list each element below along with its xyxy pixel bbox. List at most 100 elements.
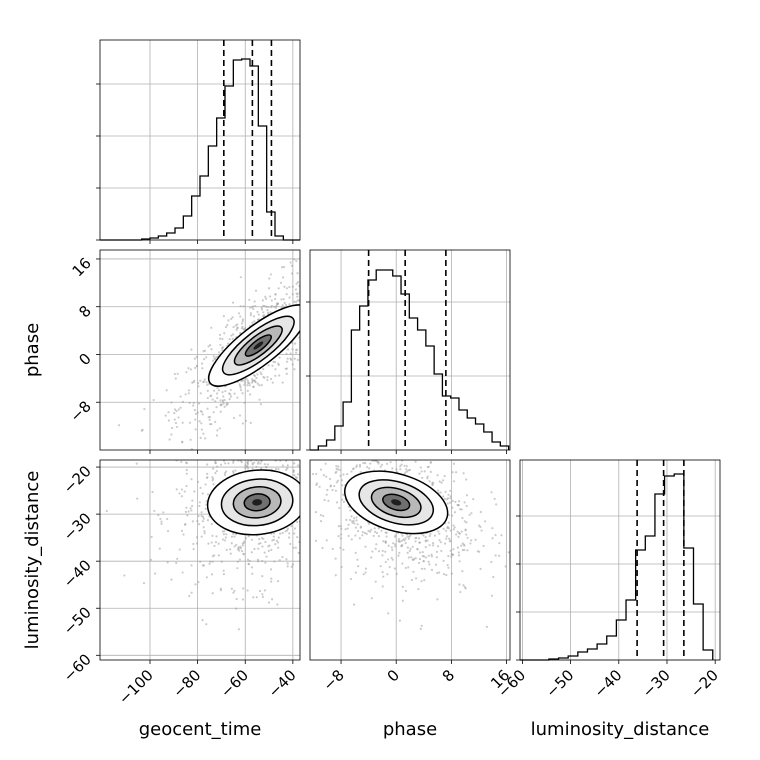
y-tick-label: 16 bbox=[69, 254, 95, 280]
sample-point bbox=[251, 444, 253, 446]
sample-point bbox=[337, 465, 340, 468]
sample-point bbox=[221, 400, 224, 403]
sample-point bbox=[479, 567, 482, 570]
sample-point bbox=[233, 451, 235, 453]
sample-point bbox=[347, 443, 349, 445]
sample-point bbox=[230, 542, 233, 545]
sample-point bbox=[447, 521, 450, 524]
sample-point bbox=[277, 468, 280, 471]
sample-point bbox=[340, 527, 343, 530]
sample-point bbox=[435, 550, 439, 553]
sample-point bbox=[252, 307, 255, 311]
sample-point bbox=[322, 514, 325, 518]
sample-point bbox=[271, 445, 273, 447]
sample-point bbox=[401, 585, 404, 589]
sample-point bbox=[227, 462, 230, 465]
sample-point bbox=[242, 457, 244, 459]
sample-point bbox=[385, 535, 388, 538]
sample-point bbox=[377, 434, 379, 436]
sample-point bbox=[346, 509, 348, 511]
sample-point bbox=[230, 535, 234, 538]
sample-point bbox=[431, 483, 434, 486]
sample-point bbox=[358, 433, 360, 435]
sample-point bbox=[465, 521, 468, 524]
sample-point bbox=[323, 471, 325, 473]
sample-point bbox=[294, 475, 297, 479]
sample-point bbox=[490, 594, 494, 597]
sample-point bbox=[404, 537, 407, 540]
sample-point bbox=[323, 545, 325, 547]
sample-point bbox=[200, 511, 203, 514]
histogram-step-geocent_time bbox=[100, 58, 300, 241]
sample-point bbox=[421, 418, 423, 420]
sample-point bbox=[236, 327, 239, 330]
sample-point bbox=[302, 334, 304, 336]
sample-point bbox=[265, 555, 268, 558]
sample-point bbox=[303, 285, 305, 287]
sample-point bbox=[339, 546, 342, 549]
sample-point bbox=[246, 589, 249, 592]
sample-point bbox=[429, 470, 432, 473]
sample-point bbox=[261, 559, 264, 563]
sample-point bbox=[319, 442, 321, 444]
sample-point bbox=[314, 475, 316, 477]
sample-point bbox=[322, 474, 325, 477]
sample-point bbox=[347, 338, 349, 340]
sample-point bbox=[361, 534, 364, 537]
sample-point bbox=[242, 305, 245, 308]
sample-point bbox=[185, 371, 188, 374]
sample-point bbox=[303, 323, 305, 325]
sample-point bbox=[261, 432, 263, 434]
sample-point bbox=[424, 539, 427, 542]
sample-point bbox=[298, 336, 300, 339]
sample-point bbox=[322, 422, 324, 424]
sample-point bbox=[361, 451, 363, 453]
sample-point bbox=[223, 539, 227, 542]
sample-point bbox=[363, 531, 367, 535]
sample-point bbox=[162, 511, 165, 514]
sample-point bbox=[214, 540, 218, 544]
sample-point bbox=[306, 482, 308, 484]
sample-point bbox=[211, 560, 214, 563]
sample-point bbox=[211, 359, 215, 362]
sample-point bbox=[187, 389, 191, 392]
sample-point bbox=[376, 428, 378, 430]
sample-point bbox=[302, 348, 304, 350]
sample-point bbox=[310, 314, 312, 316]
sample-point bbox=[196, 480, 200, 484]
sample-point bbox=[170, 578, 173, 581]
sample-point bbox=[388, 454, 390, 456]
sample-point bbox=[311, 472, 315, 476]
sample-point bbox=[219, 343, 222, 347]
sample-point bbox=[326, 322, 328, 324]
sample-point bbox=[226, 342, 230, 345]
sample-point bbox=[401, 562, 404, 565]
sample-point bbox=[311, 497, 313, 499]
sample-point bbox=[436, 474, 439, 477]
sample-point bbox=[377, 535, 381, 538]
sample-point bbox=[325, 431, 327, 433]
sample-point bbox=[316, 261, 318, 263]
sample-point bbox=[231, 470, 235, 473]
sample-point bbox=[366, 431, 368, 433]
sample-point bbox=[498, 542, 501, 545]
sample-point bbox=[263, 304, 266, 308]
sample-point bbox=[306, 496, 308, 498]
sample-point bbox=[183, 523, 187, 526]
x-tick-label: 0 bbox=[384, 666, 403, 685]
sample-point bbox=[321, 295, 323, 297]
sample-point bbox=[310, 294, 312, 296]
sample-point bbox=[188, 594, 191, 598]
sample-point bbox=[277, 287, 280, 290]
sample-point bbox=[444, 490, 447, 493]
sample-point bbox=[291, 363, 294, 366]
sample-point bbox=[438, 532, 441, 535]
sample-point bbox=[426, 477, 429, 480]
sample-point bbox=[406, 443, 408, 445]
sample-point bbox=[466, 549, 469, 552]
sample-point bbox=[201, 492, 204, 495]
sample-point bbox=[410, 556, 413, 559]
sample-point bbox=[278, 438, 280, 440]
sample-point bbox=[285, 372, 288, 375]
sample-point bbox=[269, 273, 273, 276]
